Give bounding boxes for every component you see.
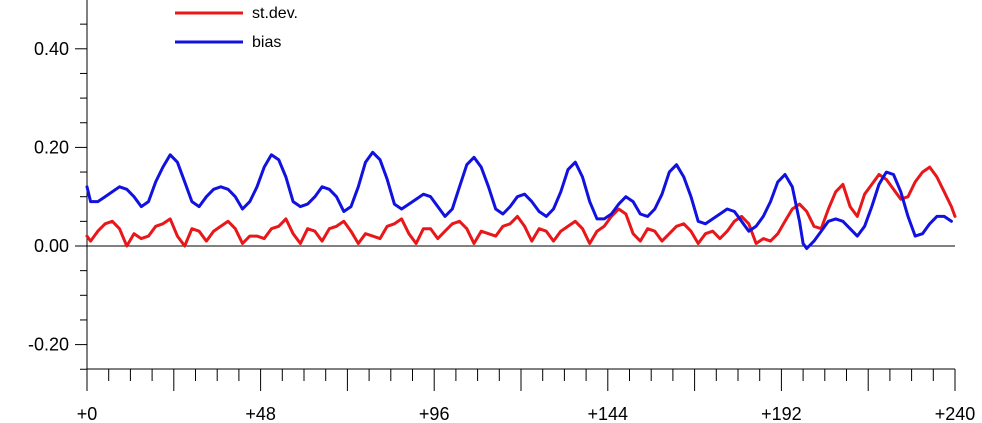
x-tick-label: +48: [245, 404, 276, 423]
legend-label: bias: [252, 34, 281, 51]
x-tick-label: +144: [588, 404, 629, 423]
x-tick-label: +192: [761, 404, 802, 423]
y-tick-label: 0.00: [34, 236, 69, 256]
series-line-bias: [85, 150, 953, 250]
axes: -0.20 0.00 0.20 0.40 +0 +48 +96 +144 +192 +240: [28, 0, 975, 423]
legend-label: st.dev.: [252, 5, 298, 22]
y-tick-label: 0.40: [34, 39, 69, 59]
x-tick-label: +96: [419, 404, 450, 423]
y-tick-label: -0.20: [28, 335, 69, 355]
x-tick-label: +240: [935, 404, 976, 423]
x-tick-label: +0: [77, 404, 98, 423]
y-tick-label: 0.20: [34, 137, 69, 157]
legend: st.dev. bias: [175, 5, 298, 51]
series-line-st-dev: [85, 165, 957, 248]
series-layer: [85, 150, 957, 250]
